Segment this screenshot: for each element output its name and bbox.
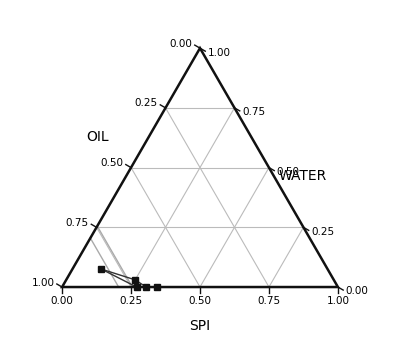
Text: WATER: WATER (278, 169, 326, 183)
Text: OIL: OIL (86, 130, 109, 144)
Text: 0.50: 0.50 (188, 296, 212, 306)
Text: 0.50: 0.50 (100, 158, 123, 168)
Text: 0.75: 0.75 (257, 296, 280, 306)
Text: 0.75: 0.75 (66, 218, 89, 228)
Text: 1.00: 1.00 (208, 48, 231, 58)
Text: 0.25: 0.25 (135, 98, 158, 108)
Text: 0.25: 0.25 (311, 227, 334, 237)
Text: 0.75: 0.75 (242, 107, 265, 117)
Text: 0.25: 0.25 (120, 296, 143, 306)
Text: 0.00: 0.00 (170, 39, 192, 49)
Text: 0.00: 0.00 (51, 296, 74, 306)
Text: SPI: SPI (190, 319, 210, 333)
Text: 0.50: 0.50 (277, 167, 300, 177)
Text: 1.00: 1.00 (326, 296, 350, 306)
Text: 0.00: 0.00 (346, 287, 368, 296)
Text: 1.00: 1.00 (32, 278, 54, 288)
